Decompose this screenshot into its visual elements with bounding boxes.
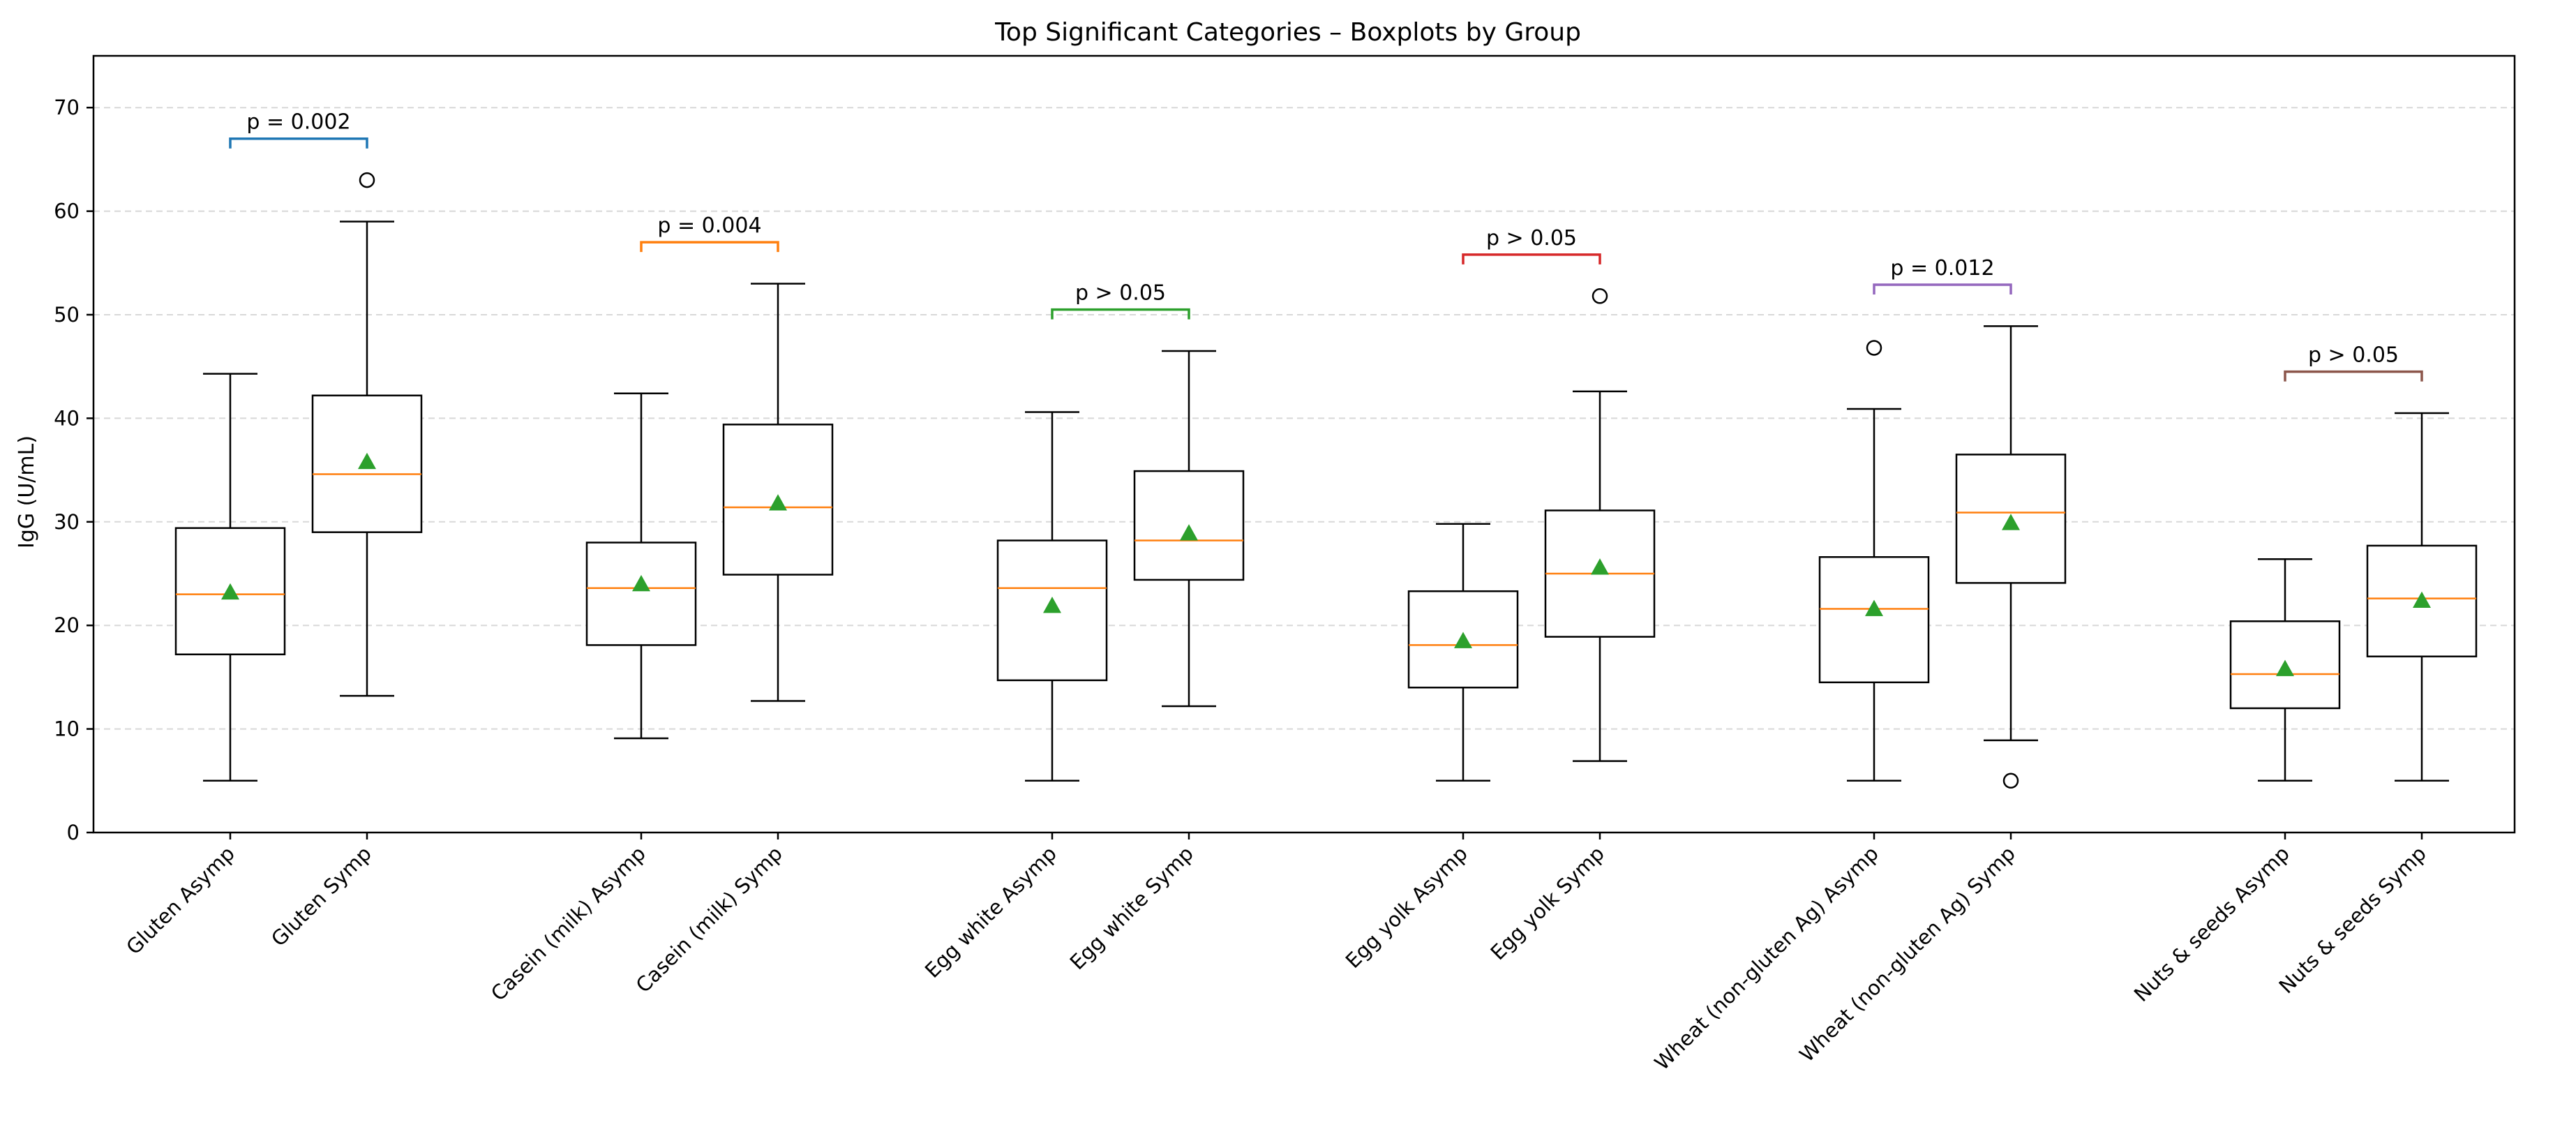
box-3-1	[1544, 288, 1656, 762]
mean-marker	[1865, 599, 1883, 616]
y-axis-label: IgG (U/mL)	[15, 435, 39, 548]
mean-marker	[1180, 524, 1198, 541]
x-tick-label: Wheat (non-gluten Ag) Asymp	[1650, 842, 1883, 1075]
box-1-1	[722, 283, 834, 702]
x-tick-label: Nuts & seeds Symp	[2275, 842, 2431, 998]
p-value-label: p = 0.012	[1890, 256, 1994, 281]
p-value-label: p = 0.004	[657, 214, 761, 238]
y-tick-label: 10	[54, 717, 80, 741]
y-tick-label: 70	[54, 96, 80, 119]
box-2-0	[996, 411, 1108, 782]
box-2-1	[1133, 350, 1245, 708]
mean-marker	[2413, 591, 2431, 608]
mean-marker	[358, 452, 376, 470]
x-tick-label: Gluten Symp	[267, 842, 376, 951]
grid-lines	[93, 107, 2515, 833]
p-value-label: p > 0.05	[1486, 226, 1577, 251]
y-tick-label: 60	[54, 200, 80, 223]
box-5-0	[2229, 558, 2341, 782]
box-3-0	[1407, 523, 1519, 782]
plot-frame	[92, 54, 2516, 834]
x-tick-label: Wheat (non-gluten Ag) Symp	[1795, 842, 2020, 1067]
outlier-point	[1866, 340, 1882, 356]
mean-marker	[1043, 597, 1061, 613]
box-4-0	[1818, 340, 1930, 782]
mean-marker	[632, 574, 650, 592]
iqr-box	[585, 542, 697, 646]
mean-marker	[1454, 632, 1472, 648]
x-tick-label: Casein (milk) Symp	[631, 842, 787, 997]
p-value-label: p = 0.002	[246, 110, 350, 135]
y-axis: 0 10 20 30 40 50 60 70	[54, 96, 93, 844]
x-tick-label: Gluten Asymp	[121, 842, 239, 960]
y-tick-label: 30	[54, 510, 80, 534]
significance-bracket	[1051, 308, 1190, 320]
significance-bracket	[1462, 253, 1601, 264]
box-4-1	[1955, 325, 2067, 789]
p-value-label: p > 0.05	[2308, 343, 2399, 368]
significance-bracket	[2284, 370, 2423, 382]
significance-bracket	[1873, 283, 2012, 294]
significance-bracket	[640, 241, 779, 253]
mean-marker	[769, 494, 787, 511]
outlier-point	[359, 172, 375, 188]
box-0-1	[311, 172, 423, 697]
significance-brackets: p = 0.002 p = 0.004 p > 0.05 p > 0.05 p = 0.…	[229, 110, 2423, 382]
plot-area	[174, 172, 2478, 789]
box-5-1	[2366, 412, 2478, 782]
outlier-point	[1592, 288, 1608, 304]
x-tick-label: Egg yolk Symp	[1485, 842, 1608, 964]
box-0-0	[174, 373, 286, 782]
y-tick-label: 0	[67, 821, 80, 844]
box-1-0	[585, 392, 697, 740]
y-tick-label: 50	[54, 303, 80, 327]
outlier-point	[2002, 773, 2019, 789]
x-tick-label: Casein (milk) Asymp	[486, 842, 650, 1006]
mean-marker	[1591, 558, 1609, 575]
x-axis: Gluten Asymp Gluten Symp Casein (milk) Asy…	[121, 833, 2431, 1075]
p-value-label: p > 0.05	[1075, 281, 1166, 306]
mean-marker	[2276, 659, 2294, 676]
chart-title: Top Significant Categories – Boxplots by…	[994, 18, 1581, 47]
x-tick-label: Egg yolk Asymp	[1341, 842, 1472, 973]
x-tick-label: Nuts & seeds Asymp	[2129, 842, 2294, 1006]
x-tick-label: Egg white Symp	[1065, 842, 1198, 974]
x-tick-label: Egg white Asymp	[920, 842, 1061, 983]
y-tick-label: 20	[54, 613, 80, 637]
mean-marker	[2002, 514, 2020, 530]
significance-bracket	[229, 137, 368, 149]
mean-marker	[221, 583, 239, 600]
y-tick-label: 40	[54, 406, 80, 430]
iqr-box	[1818, 556, 1930, 684]
